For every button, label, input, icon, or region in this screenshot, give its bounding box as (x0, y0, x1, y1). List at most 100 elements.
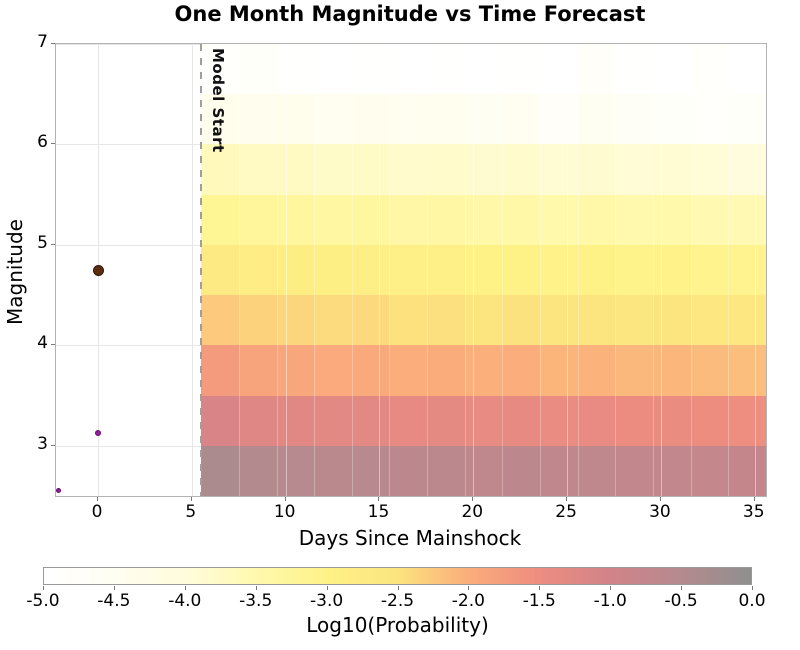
heatmap-cell (351, 345, 390, 397)
heatmap-cell (502, 44, 541, 95)
heatmap-column-divider (389, 44, 391, 496)
y-tick-mark (51, 344, 55, 346)
heatmap-cell (238, 295, 278, 346)
heatmap-cell (276, 144, 315, 196)
x-tick-mark (753, 497, 755, 501)
colorbar-tick-mark (397, 586, 399, 590)
heatmap-cell (201, 445, 240, 497)
heatmap-cell (653, 94, 692, 145)
colorbar-tick-label: -0.5 (664, 591, 698, 611)
heatmap-cell (540, 445, 579, 497)
heatmap-cell (653, 295, 692, 346)
heatmap-cell (577, 244, 616, 296)
gridline-over-heatmap (285, 44, 287, 496)
heatmap-column-divider (540, 44, 542, 496)
heatmap-cell (314, 144, 353, 196)
heatmap-cell (464, 94, 503, 145)
heatmap-cell (238, 144, 278, 196)
x-tick-mark (378, 497, 380, 501)
heatmap-cell (276, 395, 315, 447)
gridline-over-heatmap (567, 44, 569, 496)
heatmap-cell (502, 244, 541, 296)
mainshock-point (92, 264, 104, 276)
heatmap-cell (276, 295, 315, 346)
x-tick-label: 20 (461, 502, 484, 522)
heatmap-cell (201, 94, 240, 145)
heatmap-cell (615, 445, 654, 497)
heatmap-cell (201, 295, 240, 346)
heatmap-cell (653, 345, 692, 397)
colorbar-tick-label: -2.0 (451, 591, 485, 611)
heatmap-cell (464, 194, 503, 246)
heatmap-cell (351, 44, 390, 95)
colorbar-tick-label: -5.0 (26, 591, 60, 611)
colorbar (43, 567, 752, 585)
gridline-vertical (191, 44, 193, 496)
heatmap-cell (389, 194, 428, 246)
heatmap-cell (427, 244, 466, 296)
heatmap-cell (728, 345, 767, 397)
heatmap-cell (351, 144, 390, 196)
heatmap-cell (540, 194, 579, 246)
heatmap-cell (314, 194, 353, 246)
heatmap-cell (690, 244, 729, 296)
heatmap-cell (389, 144, 428, 196)
heatmap-cell (653, 445, 692, 497)
colorbar-tick-label: -3.5 (239, 591, 273, 611)
x-tick-label: 25 (555, 502, 577, 522)
colorbar-tick-label: -1.5 (522, 591, 556, 611)
heatmap-cell (577, 44, 616, 95)
aftershock-point (95, 429, 102, 436)
y-tick-label: 5 (37, 232, 48, 253)
heatmap-cell (464, 445, 503, 497)
x-tick-label: 15 (367, 502, 390, 522)
heatmap-cell (351, 244, 390, 296)
heatmap-cell (351, 395, 390, 447)
heatmap-cell (389, 445, 428, 497)
heatmap-cell (314, 244, 353, 296)
colorbar-gradient (44, 568, 751, 584)
heatmap-cell (690, 345, 729, 397)
heatmap-cell (201, 144, 240, 196)
colorbar-tick-mark (113, 586, 115, 590)
gridline-over-heatmap (379, 44, 381, 496)
heatmap-cell (238, 94, 278, 145)
heatmap-cell (314, 395, 353, 447)
heatmap-cell (690, 144, 729, 196)
heatmap-cell (540, 94, 579, 145)
heatmap-column-divider (728, 44, 730, 496)
heatmap-cell (238, 345, 278, 397)
heatmap-cell (276, 244, 315, 296)
y-tick-label: 4 (37, 333, 48, 354)
heatmap-cell (314, 445, 353, 497)
heatmap-cell (276, 94, 315, 145)
y-tick-label: 3 (37, 433, 48, 454)
colorbar-tick-label: -1.0 (593, 591, 627, 611)
heatmap-cell (615, 244, 654, 296)
heatmap-cell (502, 194, 541, 246)
heatmap-cell (615, 395, 654, 447)
heatmap-cell (314, 44, 353, 95)
heatmap-cell (238, 44, 278, 95)
colorbar-tick-mark (255, 586, 257, 590)
heatmap-cell (502, 345, 541, 397)
heatmap-cell (238, 395, 278, 447)
colorbar-tick-mark (539, 586, 541, 590)
heatmap-cell (389, 44, 428, 95)
heatmap-cell (690, 44, 729, 95)
chart-title: One Month Magnitude vs Time Forecast (174, 2, 646, 26)
heatmap-cell (615, 44, 654, 95)
heatmap-cell (728, 144, 767, 196)
heatmap-cell (201, 194, 240, 246)
heatmap-cell (427, 94, 466, 145)
heatmap-cell (238, 194, 278, 246)
gridline-over-heatmap (660, 44, 662, 496)
heatmap-cell (615, 144, 654, 196)
foreshock-point (55, 488, 61, 494)
heatmap-cell (577, 144, 616, 196)
model-start-line (200, 44, 203, 496)
heatmap-cell (427, 345, 466, 397)
colorbar-tick-mark (326, 586, 328, 590)
heatmap-cell (201, 244, 240, 296)
